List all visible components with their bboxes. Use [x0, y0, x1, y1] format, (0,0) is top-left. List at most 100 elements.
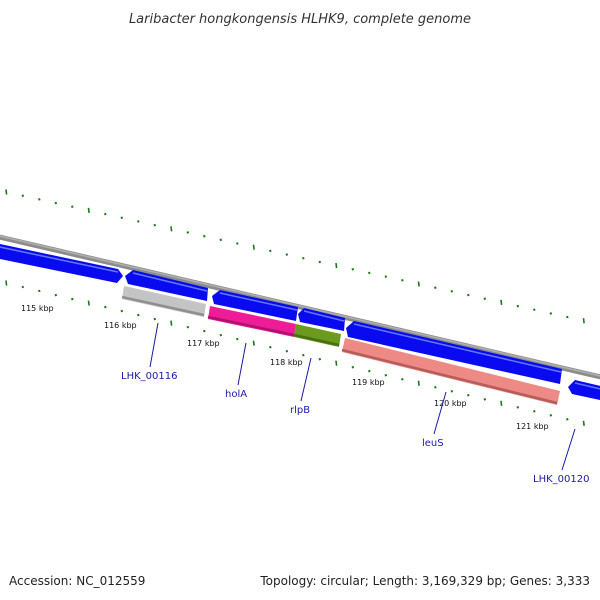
minor-tick: [368, 369, 371, 373]
minor-tick: [285, 349, 289, 353]
minor-tick: [401, 279, 404, 282]
gene-block-shade: [341, 348, 558, 405]
major-tick: [417, 380, 420, 386]
minor-tick: [269, 345, 272, 349]
minor-tick: [236, 337, 239, 341]
major-tick: [582, 318, 585, 324]
minor-tick: [137, 313, 140, 317]
minor-tick: [483, 397, 487, 401]
minor-tick: [384, 275, 388, 278]
major-tick: [5, 189, 8, 195]
cds-arrow-highlights: [0, 246, 600, 390]
genome-summary-text: Topology: circular; Length: 3,169,329 bp…: [260, 574, 590, 588]
minor-tick: [351, 365, 355, 369]
gene-block-shade: [293, 333, 340, 347]
minor-tick: [236, 242, 239, 245]
genome-backbone-highlight: [0, 235, 600, 377]
minor-tick: [21, 285, 25, 289]
minor-tick: [467, 293, 470, 297]
gene-label-leaders: [149, 322, 576, 471]
minor-tick: [450, 389, 454, 393]
cds-arrow: [568, 380, 600, 400]
minor-tick: [38, 289, 41, 293]
gene-label: LHK_00120: [533, 474, 589, 485]
minor-tick: [186, 231, 190, 234]
major-tick: [252, 340, 255, 346]
minor-tick: [71, 297, 74, 301]
gene-block-LHK_00116: [122, 286, 206, 317]
minor-tick: [104, 305, 107, 309]
minor-tick: [549, 414, 553, 417]
minor-tick: [219, 238, 223, 242]
major-tick: [500, 299, 503, 305]
minor-tick: [153, 223, 157, 227]
minor-tick: [120, 309, 124, 313]
tick-label: 115 kbp: [21, 304, 54, 313]
gene-label: holA: [225, 389, 247, 400]
cds-arrow: [125, 270, 208, 301]
gene-label: rlpB: [290, 405, 310, 416]
minor-tick: [483, 297, 487, 300]
minor-tick: [269, 249, 272, 253]
gene-block-leuS: [342, 338, 560, 405]
minor-tick: [318, 357, 322, 361]
minor-tick: [533, 410, 536, 413]
genome-backbone: [0, 234, 600, 380]
accession-text: Accession: NC_012559: [9, 574, 146, 588]
minor-tick: [54, 293, 58, 297]
tick-label: 116 kbp: [104, 321, 137, 330]
major-tick: [170, 320, 173, 326]
minor-tick: [516, 406, 520, 409]
tick-label: 120 kbp: [434, 399, 467, 408]
cds-arrow: [298, 308, 345, 331]
major-tick: [170, 226, 173, 232]
minor-tick: [38, 198, 41, 201]
minor-tick: [434, 385, 437, 389]
gene-block-holA: [208, 306, 296, 337]
tick-label: 118 kbp: [270, 358, 303, 367]
tick-label: 119 kbp: [352, 378, 385, 387]
minor-tick: [318, 260, 322, 264]
minor-tick: [549, 312, 553, 315]
minor-tick: [368, 271, 371, 275]
major-tick: [582, 420, 585, 426]
minor-tick: [104, 212, 107, 216]
minor-tick: [54, 201, 58, 205]
minor-tick: [566, 315, 569, 319]
minor-tick: [21, 194, 25, 197]
minor-tick: [351, 267, 355, 271]
gene-label: LHK_00116: [121, 371, 177, 382]
minor-tick: [120, 216, 124, 220]
minor-tick: [434, 286, 437, 289]
minor-tick: [302, 353, 305, 357]
minor-tick: [450, 290, 454, 293]
cds-arrow: [212, 290, 298, 321]
map-title: Laribacter hongkongensis HLHK9, complete…: [129, 12, 471, 27]
minor-tick: [516, 304, 520, 308]
major-tick: [335, 360, 338, 366]
minor-tick: [285, 253, 289, 256]
minor-tick: [401, 377, 404, 381]
minor-tick: [219, 333, 223, 337]
major-tick: [417, 281, 420, 287]
major-tick: [500, 400, 503, 406]
minor-tick: [384, 373, 388, 377]
major-tick: [87, 207, 90, 213]
major-tick: [5, 280, 8, 286]
minor-tick: [302, 256, 305, 260]
tick-label: 121 kbp: [516, 422, 549, 431]
minor-tick: [533, 308, 536, 312]
cds-arrow: [346, 321, 562, 384]
inner-tick-row: [5, 280, 585, 426]
gene-block-shade: [121, 295, 205, 317]
tick-label: 117 kbp: [187, 339, 220, 348]
outer-tick-row: [5, 189, 585, 324]
minor-tick: [203, 234, 206, 238]
minor-tick: [71, 205, 74, 209]
gene-block-rlpB: [294, 324, 341, 347]
minor-tick: [153, 317, 157, 321]
minor-tick: [186, 325, 190, 329]
major-tick: [87, 300, 90, 306]
major-tick: [252, 244, 255, 250]
